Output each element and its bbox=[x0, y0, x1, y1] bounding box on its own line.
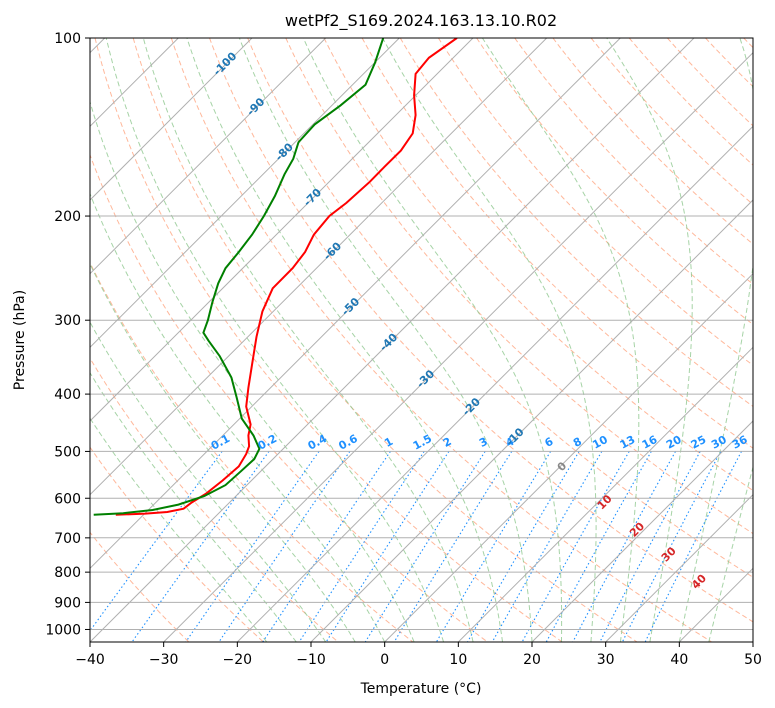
moist-adiabat bbox=[90, 192, 386, 642]
x-tick-label: −40 bbox=[75, 652, 105, 668]
isotherm-gridline bbox=[457, 346, 753, 642]
x-axis-title: Temperature (°C) bbox=[360, 681, 482, 697]
moist-adiabat bbox=[186, 38, 503, 642]
y-tick-label: 1000 bbox=[45, 622, 81, 638]
moist-adiabat bbox=[606, 38, 693, 642]
mixing-ratio-label: 30 bbox=[709, 433, 729, 452]
mixing-ratio-line bbox=[572, 451, 676, 642]
mixing-ratio-label: 25 bbox=[689, 433, 709, 452]
dry-adiabat bbox=[90, 531, 190, 642]
dry-adiabat bbox=[247, 38, 753, 578]
plot-background bbox=[90, 38, 753, 642]
dry-adiabat bbox=[514, 38, 753, 285]
dry-adiabat bbox=[94, 38, 563, 642]
plot-frame bbox=[89, 37, 754, 643]
y-tick-label: 900 bbox=[54, 595, 81, 611]
chart-title: wetPf2_S169.2024.163.13.10.R02 bbox=[285, 11, 557, 31]
moist-adiabat bbox=[142, 38, 474, 642]
y-axis-title: Pressure (hPa) bbox=[12, 290, 28, 390]
y-tick-label: 500 bbox=[54, 444, 81, 460]
mixing-ratio-line bbox=[218, 451, 351, 642]
dry-adiabat bbox=[90, 261, 414, 642]
dry-adiabat bbox=[132, 38, 638, 642]
mixing-ratio-line bbox=[185, 451, 320, 642]
dry-adiabat bbox=[437, 38, 753, 366]
moist-adiabat bbox=[382, 38, 597, 642]
y-tick-label: 600 bbox=[54, 491, 81, 507]
x-tick-label: 40 bbox=[670, 652, 688, 668]
mixing-ratio-line bbox=[325, 451, 450, 642]
y-tick-label: 400 bbox=[54, 387, 81, 403]
moist-adiabat bbox=[90, 262, 356, 642]
mixing-ratio-label: 10 bbox=[590, 433, 610, 452]
isotherm-gridline bbox=[531, 420, 753, 642]
isotherm-gridline bbox=[605, 493, 753, 642]
dry-adiabat bbox=[90, 357, 339, 642]
x-tick-label: 50 bbox=[744, 652, 762, 668]
y-tick-label: 200 bbox=[54, 209, 81, 225]
mixing-ratio-line bbox=[599, 451, 701, 642]
y-tick-label: 300 bbox=[54, 313, 81, 329]
x-tick-label: 30 bbox=[597, 652, 615, 668]
background-lines bbox=[90, 38, 753, 642]
grid-lines bbox=[90, 38, 753, 642]
x-tick-label: 10 bbox=[449, 652, 467, 668]
isotherm-gridline bbox=[90, 38, 548, 496]
isotherm-gridline bbox=[163, 51, 753, 642]
dry-adiabat bbox=[285, 38, 753, 535]
mixing-ratio-line bbox=[90, 451, 223, 632]
y-tick-label: 800 bbox=[54, 565, 81, 581]
x-tick-label: 0 bbox=[380, 652, 389, 668]
isotherm-gridline bbox=[384, 272, 753, 642]
mixing-ratio-line bbox=[467, 451, 580, 642]
isotherm-gridline bbox=[90, 38, 621, 570]
isotherm-gridline bbox=[90, 38, 695, 642]
dry-adiabat bbox=[552, 38, 753, 245]
moist-adiabat bbox=[90, 417, 268, 642]
x-tick-label: −10 bbox=[296, 652, 326, 668]
dry-adiabat bbox=[399, 38, 753, 408]
dry-adiabat bbox=[323, 38, 753, 492]
isotherm-gridline bbox=[236, 125, 753, 642]
y-tick-label: 100 bbox=[54, 31, 81, 47]
dry-adiabat bbox=[170, 38, 712, 642]
mixing-ratio-line bbox=[364, 451, 486, 642]
dry-adiabat bbox=[90, 446, 264, 642]
isotherm-gridline bbox=[310, 199, 753, 642]
moist-adiabat bbox=[238, 38, 533, 642]
moist-adiabat bbox=[302, 38, 563, 642]
mixing-ratio-line bbox=[545, 451, 652, 642]
axes: −40 −30 −20 −10 0 10 20 30 40 50 100 200 300 400 500 60… bbox=[45, 31, 762, 668]
x-tick-label: −30 bbox=[149, 652, 179, 668]
isotherm-gridline bbox=[90, 38, 327, 275]
mixing-ratio-line bbox=[393, 451, 513, 642]
mixing-ratio-label: 13 bbox=[618, 433, 638, 452]
isotherm-gridline bbox=[90, 38, 253, 201]
moist-adiabat bbox=[678, 38, 753, 642]
moist-adiabat bbox=[481, 38, 640, 642]
y-tick-label: 700 bbox=[54, 531, 81, 547]
dewpoint-line bbox=[93, 38, 385, 516]
mixing-ratio-label: 16 bbox=[640, 433, 660, 452]
mixing-ratio-label: 20 bbox=[664, 433, 684, 452]
dry-adiabat bbox=[628, 38, 753, 166]
isotherm-gridline bbox=[752, 641, 753, 642]
temperature-line bbox=[115, 38, 458, 516]
mixing-ratio-line bbox=[491, 451, 603, 642]
moist-adiabat bbox=[708, 465, 753, 642]
x-tick-label: −20 bbox=[223, 652, 253, 668]
isotherm-gridline bbox=[90, 38, 400, 349]
moist-adiabat bbox=[105, 38, 445, 642]
dry-adiabat bbox=[209, 38, 753, 623]
x-tick-label: 20 bbox=[523, 652, 541, 668]
mixing-ratio-line bbox=[435, 451, 552, 642]
moist-adiabat bbox=[90, 321, 327, 642]
mixing-ratio-line bbox=[521, 451, 630, 642]
mixing-ratio-label: 36 bbox=[730, 433, 750, 452]
mixing-ratio-line bbox=[621, 451, 722, 642]
isotherm-gridline bbox=[90, 38, 474, 422]
profile-lines bbox=[93, 38, 458, 516]
